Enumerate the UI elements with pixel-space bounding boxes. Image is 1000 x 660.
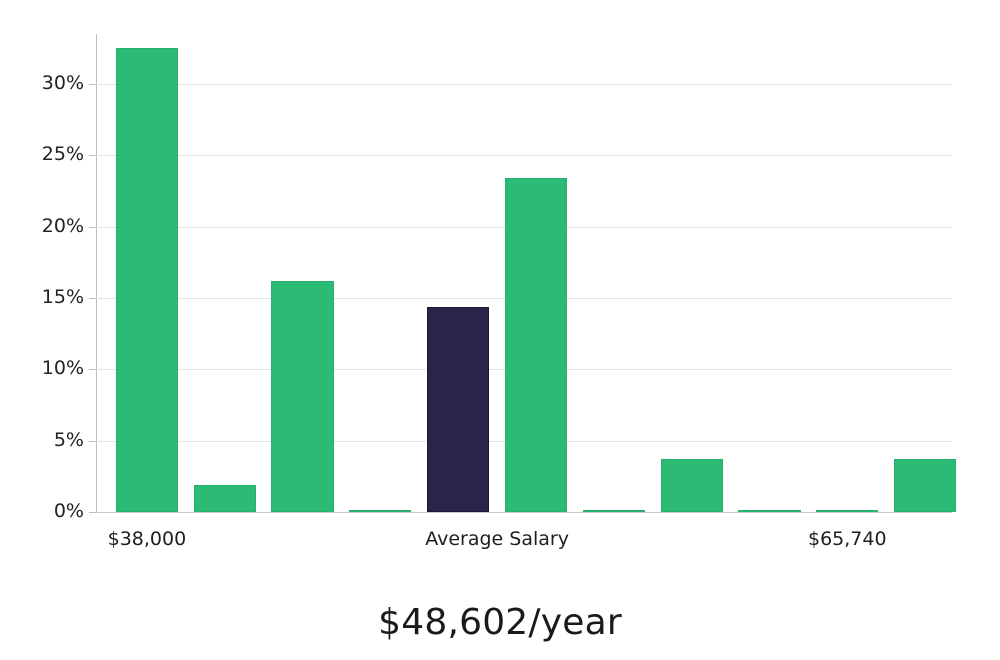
bar (504, 178, 568, 512)
bar (582, 509, 645, 512)
gridline (96, 83, 952, 85)
bar (816, 509, 879, 512)
y-axis-tick-label: 20% (41, 214, 84, 237)
y-axis-tick-label: 0% (53, 500, 84, 522)
x-axis-line (96, 512, 952, 513)
bar-highlight (427, 306, 490, 512)
bar-series (96, 34, 957, 512)
y-axis-tick (89, 155, 96, 157)
y-axis-tick (89, 512, 96, 513)
bar (349, 509, 412, 512)
gridline (96, 155, 952, 157)
y-axis-tick-label: 30% (41, 71, 84, 94)
y-axis-tick (89, 297, 96, 299)
y-axis-tick-label: 10% (41, 357, 84, 380)
y-axis-tick (89, 440, 96, 442)
x-axis-tick-label: $65,740 (807, 528, 887, 550)
bar (660, 459, 723, 512)
plot-area (89, 34, 957, 513)
y-axis-tick (89, 83, 96, 85)
bar (893, 459, 957, 512)
bar (271, 280, 334, 512)
bar (738, 509, 801, 512)
y-axis-tick-label: 25% (41, 143, 84, 166)
y-axis-tick (89, 226, 96, 228)
average-salary-caption: $48,602/year (378, 602, 622, 643)
bar (115, 48, 179, 512)
y-axis-tick-label: 5% (53, 428, 84, 451)
x-axis-tick-label: $38,000 (107, 528, 187, 550)
y-axis-tick-label: 15% (41, 285, 84, 308)
x-axis-tick-label: Average Salary (425, 528, 569, 550)
y-axis-line (96, 34, 97, 512)
y-axis-tick (89, 369, 96, 371)
bar (193, 484, 256, 512)
